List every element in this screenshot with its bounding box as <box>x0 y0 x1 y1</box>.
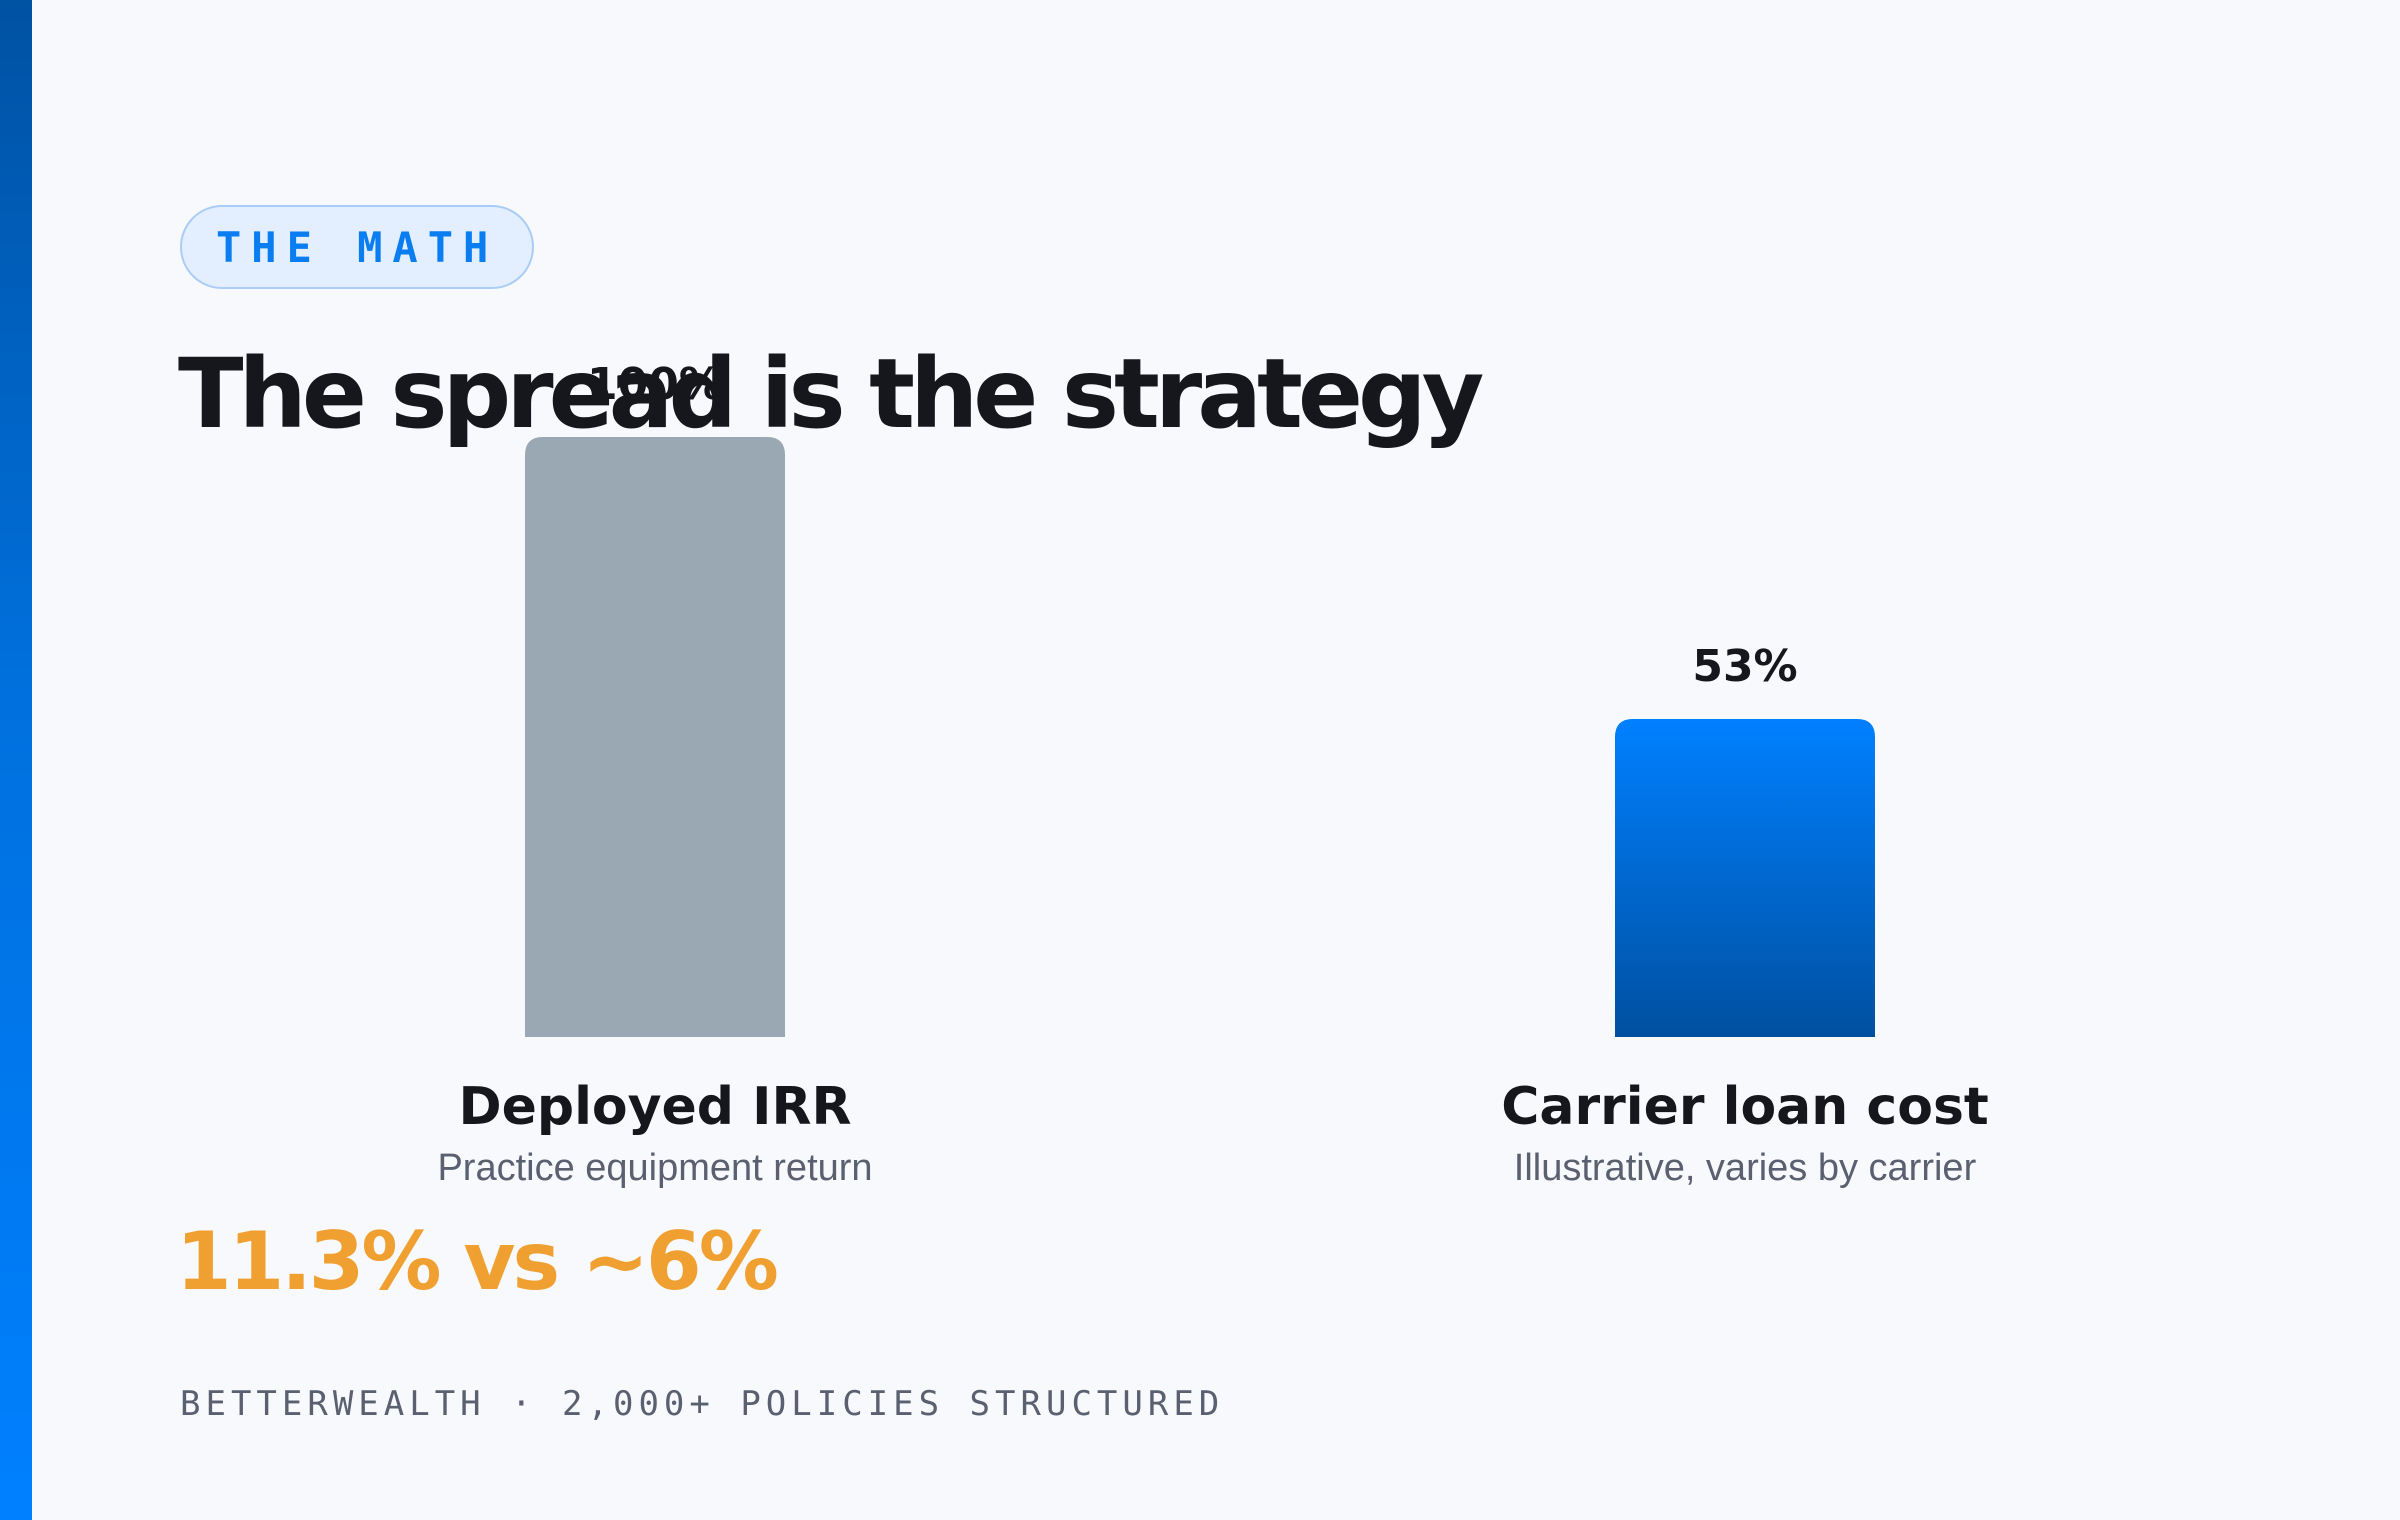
category-label: Deployed IRR <box>458 1077 851 1137</box>
footer-tagline: BETTERWEALTH · 2,000+ POLICIES STRUCTURE… <box>180 1384 1225 1424</box>
comparison-stat: 11.3% vs ~6% <box>176 1215 779 1308</box>
bar-carrier-loan-cost <box>1615 719 1875 1037</box>
bar-deployed-irr <box>525 437 785 1037</box>
category-subtitle: Illustrative, varies by carrier <box>1514 1147 1977 1189</box>
accent-stripe <box>0 0 32 1520</box>
page-title: The spread is the strategy <box>178 338 1484 450</box>
bar-value-label: 53% <box>1692 641 1797 692</box>
eyebrow-badge: THE MATH <box>180 205 535 289</box>
category-label: Carrier loan cost <box>1501 1077 1989 1137</box>
category-subtitle: Practice equipment return <box>437 1147 872 1189</box>
bar-value-label: 100% <box>587 359 723 410</box>
